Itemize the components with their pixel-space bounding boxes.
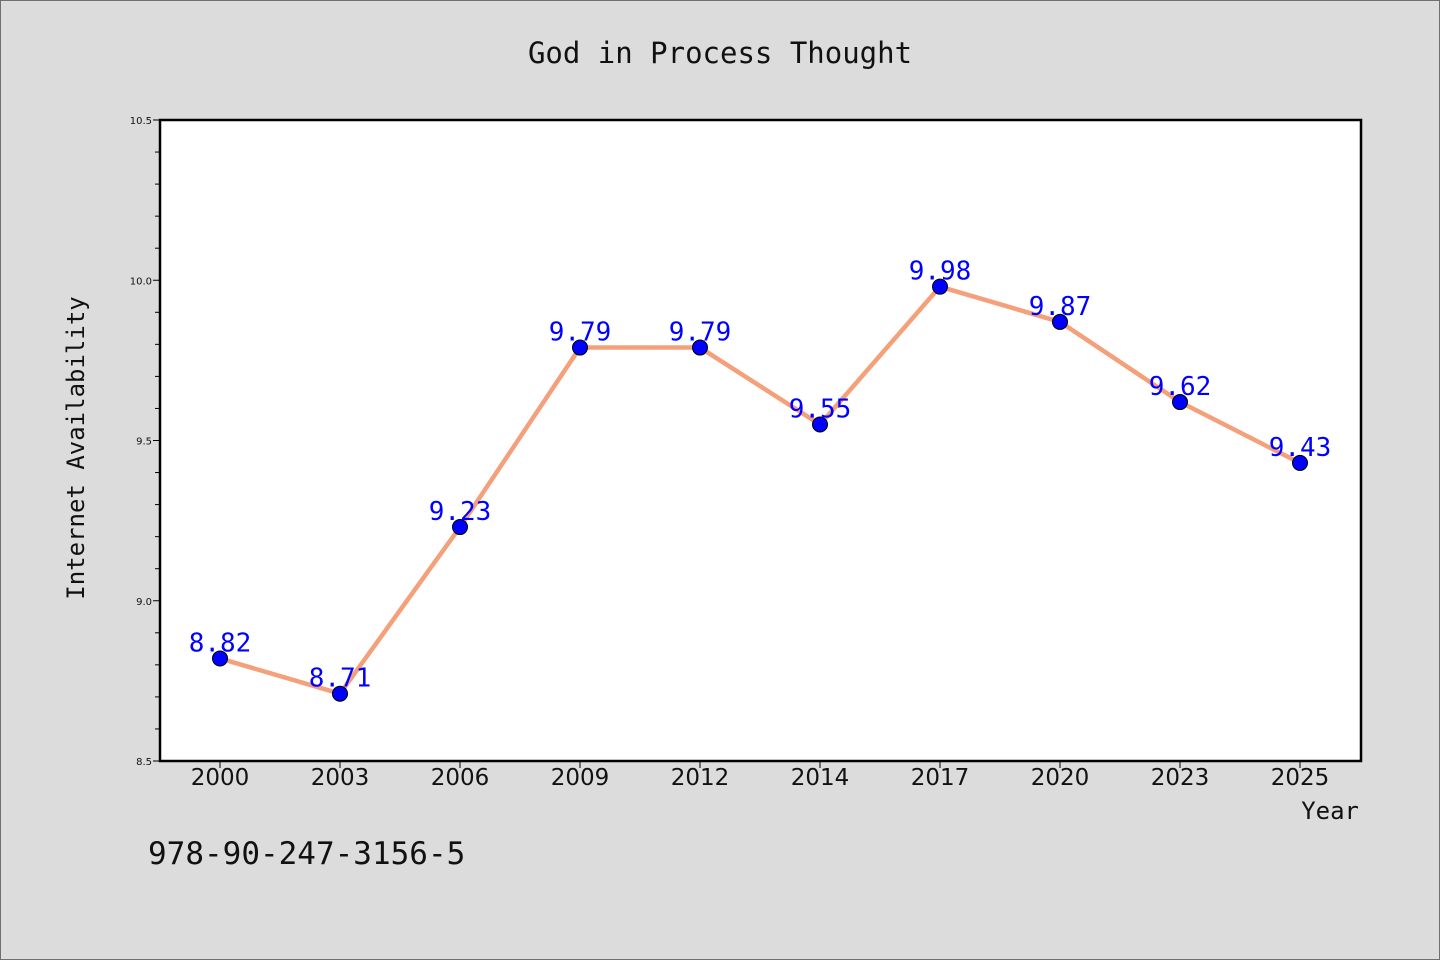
y-axis-label: Internet Availability [62,296,90,599]
data-point [692,339,708,356]
data-label: 9.55 [789,394,852,424]
x-tick-label: 2003 [311,765,370,791]
y-tick-label: 9.0 [136,597,152,608]
x-tick-label: 2000 [191,765,250,791]
data-label: 9.43 [1269,433,1332,463]
x-tick-label: 2012 [671,765,730,791]
data-point [572,339,588,356]
plot-area [158,118,1363,763]
data-point [812,416,828,433]
data-point [212,650,228,667]
x-tick-label: 2023 [1151,765,1210,791]
y-axis: 8.5 9.0 9.5 10.0 10.5 [130,116,160,768]
data-label: 9.79 [669,318,732,348]
data-point [1172,394,1188,411]
data-point [932,278,948,295]
data-label: 9.87 [1029,292,1092,322]
data-label: 8.82 [189,628,252,658]
data-label: 8.71 [309,664,372,694]
data-label: 9.62 [1149,372,1212,402]
x-axis-label: Year [1301,797,1359,825]
x-tick-label: 2020 [1031,765,1090,791]
data-point [1292,454,1308,471]
data-point [332,685,348,702]
data-label: 9.23 [429,497,492,527]
x-tick-label: 2017 [911,765,970,791]
series-line [217,284,1303,696]
x-axis: 2000 2003 2006 2009 2012 2014 2017 2020 2023 2025 [191,761,1330,791]
isbn-text: 978-90-247-3156-5 [148,836,465,872]
y-tick-label: 10.0 [130,276,152,287]
x-tick-label: 2014 [791,765,850,791]
data-label: 9.98 [909,257,972,287]
data-point [452,519,468,536]
data-label: 9.79 [549,318,612,348]
x-tick-label: 2025 [1271,765,1330,791]
chart-title: God in Process Thought [528,36,912,70]
x-tick-label: 2006 [431,765,490,791]
y-tick-label: 8.5 [136,757,152,768]
x-tick-label: 2009 [551,765,610,791]
series-layer: 8.82 8.71 9.23 9.79 9.79 9.55 9.98 9.87 9.62 9.43 [189,257,1332,702]
y-tick-label: 10.5 [130,116,152,127]
data-point [1052,313,1068,330]
y-tick-label: 9.5 [136,437,152,448]
